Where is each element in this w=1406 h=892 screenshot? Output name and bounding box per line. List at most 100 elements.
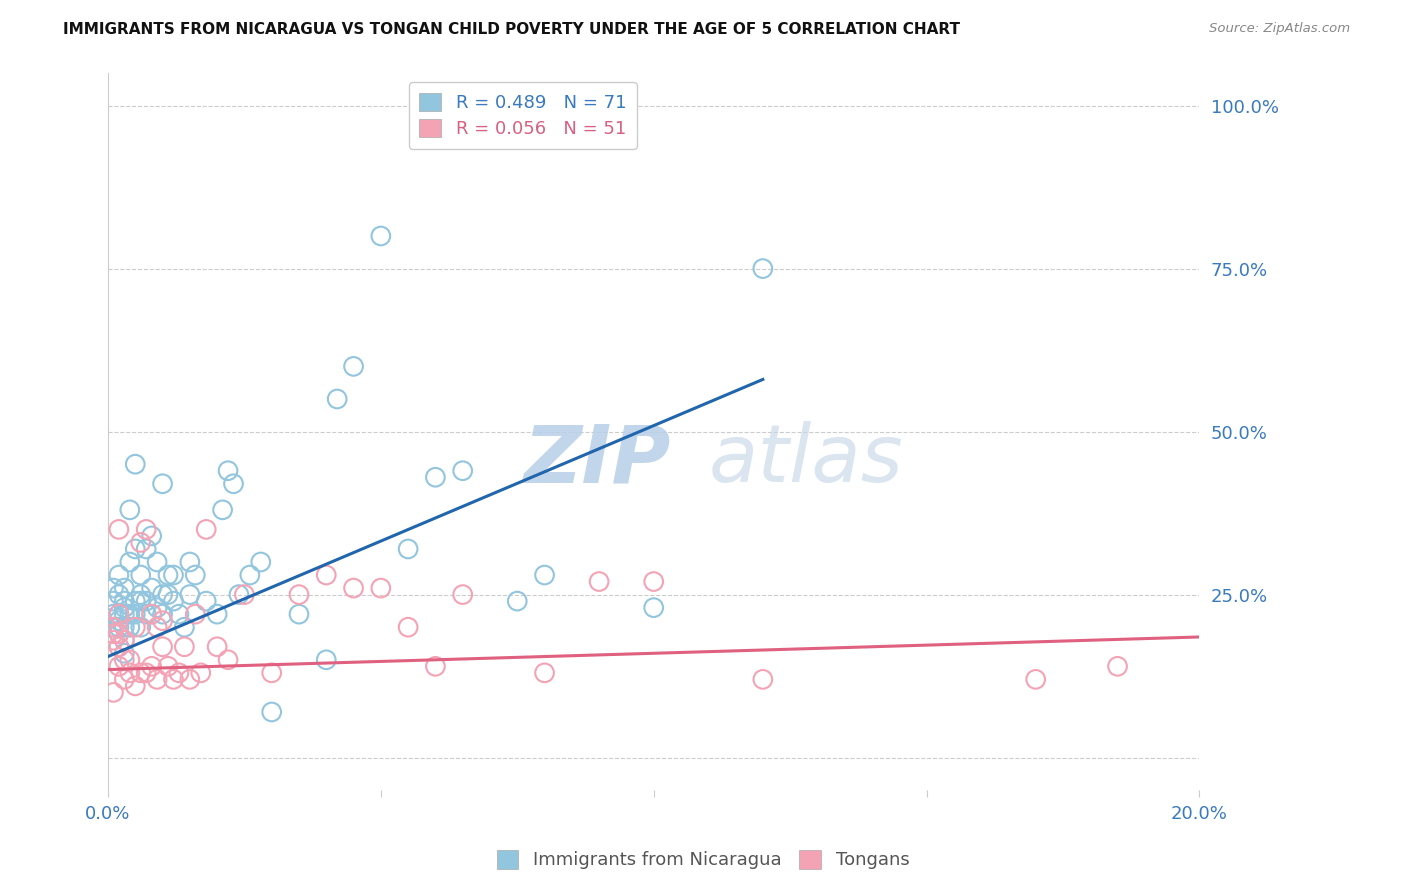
Point (342, 359, 364, 374)
Point (228, 588, 250, 602)
Point (118, 653, 141, 667)
Point (108, 607, 131, 622)
Point (315, 568, 337, 582)
Point (239, 568, 262, 582)
Text: ZIP: ZIP (523, 421, 671, 500)
Point (146, 555, 169, 569)
Point (152, 607, 174, 622)
Point (533, 568, 555, 582)
Point (112, 600, 135, 615)
Point (288, 607, 311, 622)
Point (342, 581, 364, 595)
Point (222, 476, 245, 491)
Point (146, 673, 169, 687)
Legend: Immigrants from Nicaragua, Tongans: Immigrants from Nicaragua, Tongans (488, 841, 918, 879)
Point (124, 607, 146, 622)
Point (195, 522, 218, 536)
Point (135, 665, 157, 680)
Point (162, 673, 184, 687)
Point (112, 594, 135, 608)
Point (103, 594, 125, 608)
Point (124, 594, 146, 608)
Point (103, 607, 125, 622)
Point (135, 607, 157, 622)
Point (103, 633, 125, 648)
Point (162, 594, 184, 608)
Point (112, 633, 135, 648)
Point (396, 541, 419, 556)
Point (184, 607, 207, 622)
Point (135, 522, 157, 536)
Point (129, 535, 152, 549)
Point (129, 568, 152, 582)
Point (179, 588, 201, 602)
Point (141, 607, 163, 622)
Point (112, 646, 135, 660)
Point (156, 588, 179, 602)
Point (152, 614, 174, 628)
Point (112, 581, 135, 595)
Point (124, 541, 146, 556)
Point (108, 640, 131, 654)
Point (217, 464, 239, 478)
Point (326, 392, 349, 406)
Legend: R = 0.489   N = 71, R = 0.056   N = 51: R = 0.489 N = 71, R = 0.056 N = 51 (409, 82, 637, 149)
Point (124, 457, 146, 471)
Point (108, 607, 131, 622)
Point (425, 659, 447, 673)
Point (643, 574, 665, 589)
Point (205, 607, 228, 622)
Point (108, 626, 131, 640)
Point (141, 529, 163, 543)
Point (129, 620, 152, 634)
Point (370, 229, 392, 244)
Point (152, 640, 174, 654)
Point (129, 665, 152, 680)
Point (195, 594, 218, 608)
Point (103, 626, 125, 640)
Point (179, 555, 201, 569)
Point (103, 581, 125, 595)
Point (135, 541, 157, 556)
Point (425, 470, 447, 484)
Point (217, 653, 239, 667)
Point (451, 588, 474, 602)
Point (129, 588, 152, 602)
Point (118, 665, 141, 680)
Point (108, 640, 131, 654)
Point (118, 607, 141, 622)
Point (190, 665, 212, 680)
Point (752, 261, 775, 276)
Point (146, 620, 169, 634)
Point (260, 665, 283, 680)
Point (533, 665, 555, 680)
Point (370, 581, 392, 595)
Point (108, 522, 131, 536)
Point (152, 588, 174, 602)
Point (112, 607, 135, 622)
Point (588, 574, 610, 589)
Point (156, 568, 179, 582)
Point (118, 620, 141, 634)
Point (184, 568, 207, 582)
Point (135, 594, 157, 608)
Point (108, 620, 131, 634)
Point (167, 607, 190, 622)
Point (1025, 673, 1047, 687)
Point (146, 600, 169, 615)
Point (506, 594, 529, 608)
Point (124, 620, 146, 634)
Point (112, 620, 135, 634)
Point (643, 600, 665, 615)
Point (112, 633, 135, 648)
Point (211, 503, 233, 517)
Point (152, 476, 174, 491)
Point (451, 464, 474, 478)
Point (141, 581, 163, 595)
Point (103, 620, 125, 634)
Text: IMMIGRANTS FROM NICARAGUA VS TONGAN CHILD POVERTY UNDER THE AGE OF 5 CORRELATION: IMMIGRANTS FROM NICARAGUA VS TONGAN CHIL… (63, 22, 960, 37)
Point (108, 588, 131, 602)
Point (108, 614, 131, 628)
Point (315, 653, 337, 667)
Point (118, 555, 141, 569)
